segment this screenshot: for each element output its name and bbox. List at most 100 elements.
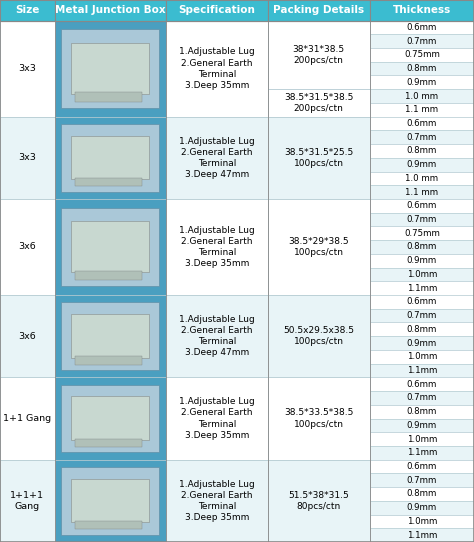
Bar bbox=[61, 124, 159, 191]
Text: 0.9mm: 0.9mm bbox=[407, 78, 437, 87]
Text: 1.0mm: 1.0mm bbox=[407, 517, 437, 526]
Bar bbox=[370, 254, 474, 268]
Bar bbox=[370, 350, 474, 364]
Bar bbox=[0, 21, 55, 117]
Bar bbox=[370, 364, 474, 377]
Text: 0.75mm: 0.75mm bbox=[404, 229, 440, 238]
Bar bbox=[268, 377, 370, 460]
Bar bbox=[370, 227, 474, 240]
Bar bbox=[268, 199, 370, 295]
Bar bbox=[61, 467, 159, 534]
Text: 1.1 mm: 1.1 mm bbox=[405, 188, 438, 197]
Text: 1.Adjustable Lug
2.General Earth
Terminal
3.Deep 35mm: 1.Adjustable Lug 2.General Earth Termina… bbox=[179, 480, 255, 522]
Bar bbox=[268, 295, 370, 377]
Bar bbox=[166, 117, 268, 199]
Bar bbox=[0, 295, 55, 377]
Bar bbox=[268, 0, 370, 21]
Bar bbox=[75, 521, 142, 529]
Bar bbox=[370, 377, 474, 391]
Bar bbox=[370, 336, 474, 350]
Bar bbox=[370, 117, 474, 131]
Bar bbox=[370, 528, 474, 542]
Bar bbox=[370, 158, 474, 171]
Text: 0.8mm: 0.8mm bbox=[407, 325, 437, 334]
Text: 1.0mm: 1.0mm bbox=[407, 270, 437, 279]
Text: 1.Adjustable Lug
2.General Earth
Terminal
3.Deep 35mm: 1.Adjustable Lug 2.General Earth Termina… bbox=[179, 226, 255, 268]
Text: 3x3: 3x3 bbox=[18, 64, 36, 73]
Bar bbox=[166, 199, 268, 295]
Text: Packing Details: Packing Details bbox=[273, 5, 365, 15]
Bar bbox=[71, 479, 149, 522]
Text: 1.0 mm: 1.0 mm bbox=[405, 174, 438, 183]
Bar bbox=[370, 391, 474, 405]
Bar bbox=[61, 208, 159, 286]
Bar bbox=[0, 460, 55, 542]
Bar bbox=[370, 21, 474, 34]
Text: 1+1+1
Gang: 1+1+1 Gang bbox=[10, 491, 44, 511]
Text: 3x3: 3x3 bbox=[18, 153, 36, 162]
Bar bbox=[370, 473, 474, 487]
Bar bbox=[370, 460, 474, 473]
Text: 0.6mm: 0.6mm bbox=[407, 119, 437, 128]
Text: 0.6mm: 0.6mm bbox=[407, 23, 437, 32]
Bar bbox=[370, 446, 474, 460]
Bar bbox=[71, 136, 149, 179]
Text: 1.1mm: 1.1mm bbox=[407, 531, 437, 540]
Bar bbox=[55, 117, 166, 199]
Bar bbox=[268, 21, 370, 89]
Text: 1.1mm: 1.1mm bbox=[407, 283, 437, 293]
Bar bbox=[370, 501, 474, 514]
Text: 1.1 mm: 1.1 mm bbox=[405, 105, 438, 114]
Text: 0.9mm: 0.9mm bbox=[407, 160, 437, 169]
Bar bbox=[370, 268, 474, 281]
Text: 3x6: 3x6 bbox=[18, 242, 36, 251]
Bar bbox=[268, 89, 370, 117]
Bar bbox=[75, 178, 142, 186]
Text: 51.5*38*31.5
80pcs/ctn: 51.5*38*31.5 80pcs/ctn bbox=[288, 491, 349, 511]
Text: 1.0 mm: 1.0 mm bbox=[405, 92, 438, 101]
Bar bbox=[370, 240, 474, 254]
Text: 0.6mm: 0.6mm bbox=[407, 462, 437, 471]
Bar bbox=[370, 89, 474, 103]
Bar bbox=[370, 131, 474, 144]
Bar bbox=[370, 405, 474, 418]
Bar bbox=[370, 144, 474, 158]
Bar bbox=[55, 0, 166, 21]
Bar bbox=[370, 62, 474, 75]
Bar bbox=[75, 439, 142, 447]
Text: 38.5*31.5*38.5
200pcs/ctn: 38.5*31.5*38.5 200pcs/ctn bbox=[284, 93, 354, 113]
Text: 1.0mm: 1.0mm bbox=[407, 435, 437, 443]
Text: 1.1mm: 1.1mm bbox=[407, 448, 437, 457]
Text: Thickness: Thickness bbox=[393, 5, 451, 15]
Text: 1.Adjustable Lug
2.General Earth
Terminal
3.Deep 35mm: 1.Adjustable Lug 2.General Earth Termina… bbox=[179, 397, 255, 440]
Text: 0.9mm: 0.9mm bbox=[407, 256, 437, 265]
Bar bbox=[0, 199, 55, 295]
Bar bbox=[370, 0, 474, 21]
Bar bbox=[166, 21, 268, 117]
Bar bbox=[61, 302, 159, 370]
Bar bbox=[370, 309, 474, 322]
Text: Specification: Specification bbox=[178, 5, 255, 15]
Text: 1.Adjustable Lug
2.General Earth
Terminal
3.Deep 35mm: 1.Adjustable Lug 2.General Earth Termina… bbox=[179, 48, 255, 90]
Bar bbox=[55, 21, 166, 117]
Text: 0.8mm: 0.8mm bbox=[407, 407, 437, 416]
Bar bbox=[75, 357, 142, 365]
Bar bbox=[75, 92, 142, 102]
Text: 1+1 Gang: 1+1 Gang bbox=[3, 414, 51, 423]
Bar bbox=[370, 103, 474, 117]
Text: Metal Junction Box: Metal Junction Box bbox=[55, 5, 165, 15]
Bar bbox=[166, 460, 268, 542]
Bar bbox=[370, 212, 474, 227]
Text: 38.5*31.5*25.5
100pcs/ctn: 38.5*31.5*25.5 100pcs/ctn bbox=[284, 148, 354, 168]
Text: 38.5*33.5*38.5
100pcs/ctn: 38.5*33.5*38.5 100pcs/ctn bbox=[284, 409, 354, 429]
Bar bbox=[370, 75, 474, 89]
Bar bbox=[55, 377, 166, 460]
Bar bbox=[71, 221, 149, 272]
Bar bbox=[55, 460, 166, 542]
Text: Size: Size bbox=[15, 5, 39, 15]
Bar bbox=[370, 281, 474, 295]
Bar bbox=[370, 48, 474, 62]
Bar bbox=[75, 270, 142, 280]
Text: 0.8mm: 0.8mm bbox=[407, 64, 437, 73]
Bar bbox=[166, 377, 268, 460]
